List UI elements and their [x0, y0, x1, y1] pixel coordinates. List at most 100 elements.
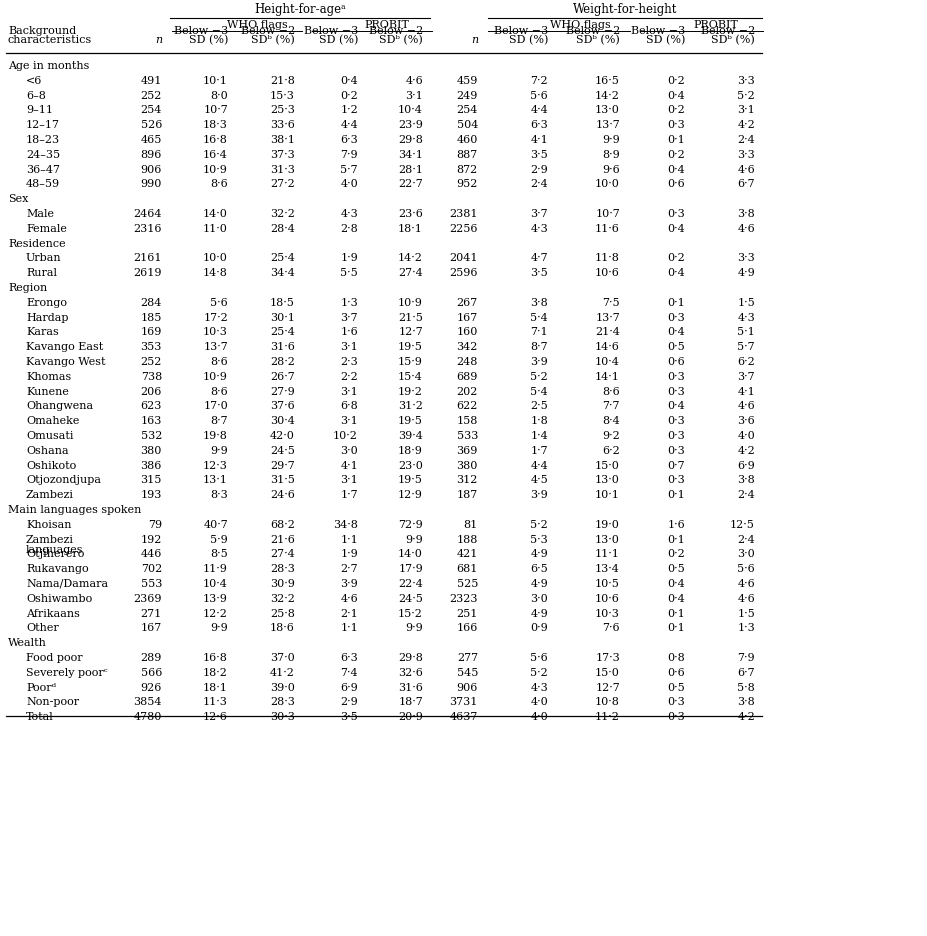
Text: 0·2: 0·2: [667, 548, 684, 559]
Text: 0·3: 0·3: [667, 209, 684, 219]
Text: 906: 906: [456, 681, 477, 692]
Text: 13·1: 13·1: [203, 475, 228, 485]
Text: 1·1: 1·1: [340, 622, 358, 633]
Text: 8·3: 8·3: [210, 490, 228, 500]
Text: 3·1: 3·1: [340, 342, 358, 352]
Text: 11·0: 11·0: [203, 224, 228, 234]
Text: 5·7: 5·7: [340, 165, 358, 174]
Text: 3·7: 3·7: [340, 313, 358, 322]
Text: 4·1: 4·1: [529, 135, 548, 145]
Text: 0·1: 0·1: [667, 490, 684, 500]
Text: 4·1: 4·1: [736, 387, 755, 396]
Text: 3·1: 3·1: [340, 475, 358, 485]
Text: Below −3: Below −3: [630, 26, 684, 36]
Text: 11·3: 11·3: [203, 696, 228, 707]
Text: 29·8: 29·8: [398, 135, 423, 145]
Text: 5·6: 5·6: [736, 563, 755, 574]
Text: 2041: 2041: [449, 253, 477, 263]
Text: 532: 532: [141, 431, 162, 441]
Text: 4·5: 4·5: [529, 475, 548, 485]
Text: 4·4: 4·4: [340, 120, 358, 130]
Text: 3·1: 3·1: [340, 416, 358, 426]
Text: 24–35: 24–35: [26, 150, 60, 160]
Text: 8·7: 8·7: [210, 416, 228, 426]
Text: 1·4: 1·4: [529, 431, 548, 441]
Text: Rukavango: Rukavango: [26, 563, 89, 574]
Text: 251: 251: [456, 608, 477, 618]
Text: 29·8: 29·8: [398, 652, 423, 663]
Text: Weight-for-height: Weight-for-height: [572, 4, 677, 17]
Text: 2·5: 2·5: [529, 401, 548, 411]
Text: 0·6: 0·6: [667, 667, 684, 677]
Text: 13·0: 13·0: [594, 475, 619, 485]
Text: 0·1: 0·1: [667, 608, 684, 618]
Text: 4·6: 4·6: [405, 76, 423, 86]
Text: 3·3: 3·3: [736, 150, 755, 160]
Text: 4·9: 4·9: [529, 548, 548, 559]
Text: 0·4: 0·4: [667, 593, 684, 603]
Text: 18·1: 18·1: [398, 224, 423, 234]
Text: 0·2: 0·2: [667, 105, 684, 115]
Text: Kavango East: Kavango East: [26, 342, 103, 352]
Text: 0·3: 0·3: [667, 696, 684, 707]
Text: n: n: [470, 35, 477, 45]
Text: 36–47: 36–47: [26, 165, 60, 174]
Text: Zambezi: Zambezi: [26, 534, 74, 544]
Text: 38·1: 38·1: [270, 135, 295, 145]
Text: 10·4: 10·4: [203, 578, 228, 589]
Text: 533: 533: [456, 431, 477, 441]
Text: 6·3: 6·3: [340, 652, 358, 663]
Text: 10·5: 10·5: [594, 578, 619, 589]
Text: 28·4: 28·4: [270, 224, 295, 234]
Text: 4·1: 4·1: [340, 461, 358, 470]
Text: 10·7: 10·7: [203, 105, 228, 115]
Text: 906: 906: [141, 165, 162, 174]
Text: 5·4: 5·4: [529, 313, 548, 322]
Text: 7·7: 7·7: [602, 401, 619, 411]
Text: 0·4: 0·4: [667, 165, 684, 174]
Text: SDᵇ (%): SDᵇ (%): [710, 35, 755, 45]
Text: 6·8: 6·8: [340, 401, 358, 411]
Text: 4·6: 4·6: [736, 578, 755, 589]
Text: 11·2: 11·2: [594, 711, 619, 722]
Text: 23·9: 23·9: [398, 120, 423, 130]
Text: 10·0: 10·0: [203, 253, 228, 263]
Text: 14·2: 14·2: [398, 253, 423, 263]
Text: 4·2: 4·2: [736, 711, 755, 722]
Text: 6·2: 6·2: [736, 357, 755, 367]
Text: 16·4: 16·4: [203, 150, 228, 160]
Text: 6·9: 6·9: [736, 461, 755, 470]
Text: Height-for-ageᵃ: Height-for-ageᵃ: [254, 4, 346, 17]
Text: 5·6: 5·6: [529, 91, 548, 100]
Text: 21·8: 21·8: [270, 76, 295, 86]
Text: 10·3: 10·3: [594, 608, 619, 618]
Text: 23·6: 23·6: [398, 209, 423, 219]
Text: 0·2: 0·2: [667, 253, 684, 263]
Text: 14·2: 14·2: [594, 91, 619, 100]
Text: 702: 702: [141, 563, 162, 574]
Text: 11·9: 11·9: [203, 563, 228, 574]
Text: 9·6: 9·6: [602, 165, 619, 174]
Text: 7·9: 7·9: [737, 652, 755, 663]
Text: 4·0: 4·0: [529, 711, 548, 722]
Text: 27·9: 27·9: [270, 387, 295, 396]
Text: Female: Female: [26, 224, 67, 234]
Text: 4·9: 4·9: [529, 578, 548, 589]
Text: 3·7: 3·7: [737, 372, 755, 381]
Text: 187: 187: [456, 490, 477, 500]
Text: 27·4: 27·4: [270, 548, 295, 559]
Text: Below −2: Below −2: [368, 26, 423, 36]
Text: 312: 312: [456, 475, 477, 485]
Text: 7·4: 7·4: [340, 667, 358, 677]
Text: 952: 952: [456, 179, 477, 189]
Text: 15·2: 15·2: [398, 608, 423, 618]
Text: 19·5: 19·5: [398, 416, 423, 426]
Text: 926: 926: [141, 681, 162, 692]
Text: 6·3: 6·3: [340, 135, 358, 145]
Text: 21·6: 21·6: [270, 534, 295, 544]
Text: 2323: 2323: [449, 593, 477, 603]
Text: 5·2: 5·2: [529, 519, 548, 529]
Text: Other: Other: [26, 622, 58, 633]
Text: 990: 990: [141, 179, 162, 189]
Text: 79: 79: [147, 519, 162, 529]
